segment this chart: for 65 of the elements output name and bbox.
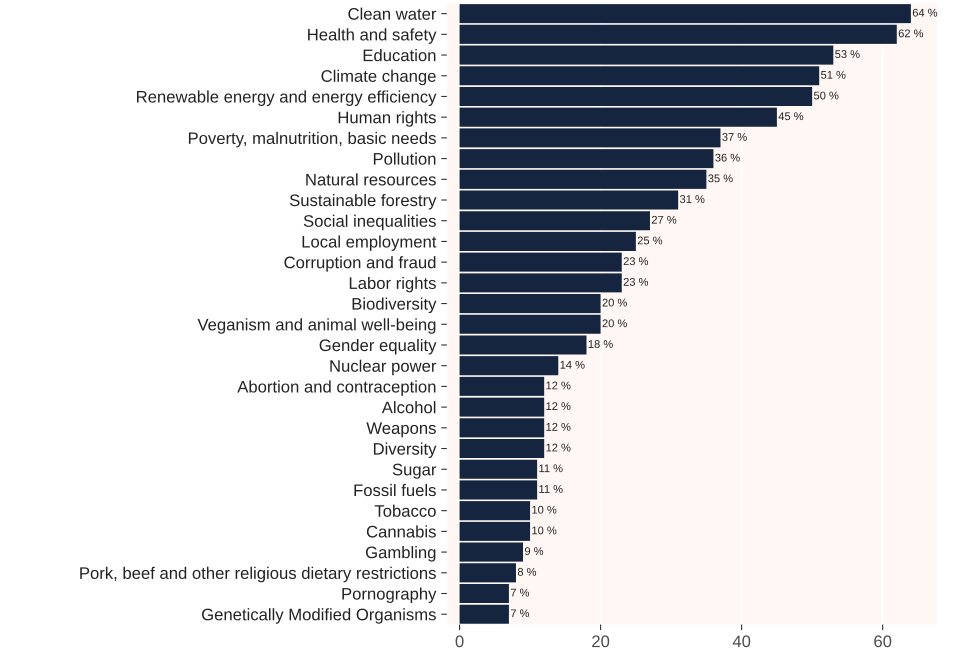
y-tick-label: Local employment [302,235,436,251]
y-tick-label: Natural resources [306,173,436,186]
data-label: 7 % [510,609,530,618]
data-label: 12 % [546,402,570,410]
x-tick-label: 40 [732,635,750,648]
data-label: 12 % [546,444,570,452]
y-tick-label: Sugar [392,464,436,479]
data-label: 7 % [510,588,530,596]
data-label: 11 % [539,485,563,493]
data-label: 14 % [560,360,585,369]
data-label: 18 % [588,340,613,348]
y-tick-label: Biodiversity [352,298,436,314]
y-tick-label: Pornography [342,587,436,603]
y-tick-label: Climate change [322,70,436,86]
y-tick-label: Labor rights [350,276,436,292]
data-label: 10 % [532,506,556,514]
y-tick-label: Social inequalities [304,214,436,230]
data-label: 23 % [624,257,648,266]
data-label: 64 % [912,8,938,17]
data-label: 23 % [624,278,648,286]
y-tick-label: Clean water [348,8,436,20]
x-tick-label: 20 [592,635,610,648]
y-tick-label: Human rights [338,111,436,127]
y-tick-label: Cannabis [366,525,436,538]
data-label: 20 % [602,298,627,307]
y-tick-label: Weapons [366,422,436,438]
y-tick-label: Sustainable forestry [290,194,436,210]
y-tick-label: Pollution [374,152,436,165]
y-tick-label: Education [364,49,436,62]
data-label: 53 % [835,50,860,58]
y-tick-label: Alcohol [382,401,436,414]
y-tick-label: Poverty, malnutrition, basic needs [188,132,436,148]
y-tick-label: Fossil fuels [354,484,436,496]
data-label: 51 % [821,70,846,79]
data-label: 8 % [518,568,536,576]
data-label: 20 % [602,319,627,328]
bar [460,4,911,24]
y-tick-label: Gender equality [320,338,436,354]
y-tick-label: Nuclear power [330,360,436,376]
x-tick-label: 60 [874,635,892,648]
y-tick-label: Health and safety [308,28,436,44]
data-label: 31 % [680,195,704,203]
x-tick-label: 0 [456,635,464,648]
y-tick-label: Pork, beef and other religious dietary restrictions [80,566,436,582]
data-label: 27 % [652,216,676,224]
data-label: 36 % [715,154,740,162]
y-tick-label: Renewable energy and energy efficiency [137,90,436,106]
data-label: 37 % [722,133,747,141]
y-tick-label: Gambling [366,546,436,562]
data-label: 10 % [532,526,556,534]
y-tick-label: Genetically Modified Organisms [202,608,436,624]
data-label: 35 % [708,174,733,182]
data-label: 45 % [778,112,804,120]
y-tick-label: Abortion and contraception [237,380,436,396]
y-tick-label: Diversity [374,442,436,458]
data-label: 12 % [546,382,570,390]
data-label: 12 % [546,422,570,431]
data-label: 50 % [814,92,838,100]
data-label: 9 % [524,547,544,556]
data-label: 11 % [539,464,563,472]
y-tick-label: Tobacco [374,504,436,517]
y-tick-label: Veganism and animal well-being [198,318,436,334]
data-label: 25 % [638,236,662,244]
y-tick-label: Corruption and fraud [284,256,436,272]
data-label: 62 % [898,29,924,38]
